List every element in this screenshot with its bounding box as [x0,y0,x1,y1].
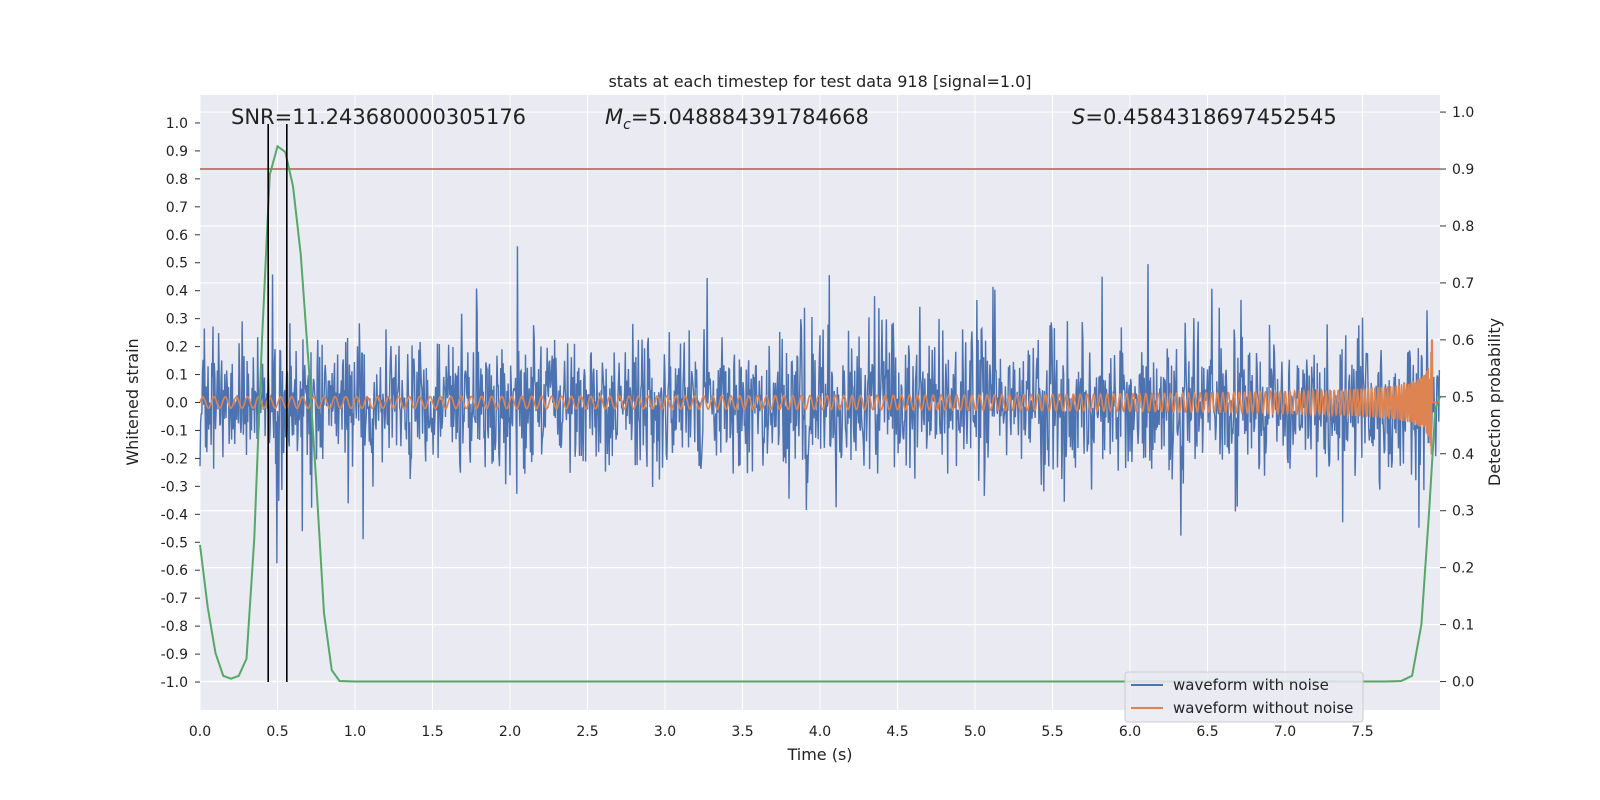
y-tick-label: 0.8 [166,172,188,188]
y-tick-label: -0.7 [161,591,188,607]
y-tick-label: 0.2 [166,340,188,356]
y2-tick-label: 0.4 [1452,447,1474,463]
y2-tick-labels: 1.0 0.9 0.8 0.7 0.6 0.5 0.4 0.3 0.2 0.1 0.0 [1440,105,1474,691]
x-tick-label: 0.5 [266,724,288,740]
y-tick-label: 0.4 [166,284,188,300]
legend-label-clean: waveform without noise [1173,699,1353,717]
x-tick-label: 6.5 [1196,724,1218,740]
chirp-mass-annotation: Mc=5.048884391784668 [605,105,869,133]
y2-tick-label: 0.7 [1452,276,1474,292]
y2-tick-label: 0.2 [1452,561,1474,577]
y2-tick-label: 0.5 [1452,390,1474,406]
y-tick-label: 0.1 [166,368,188,384]
y-tick-label: -0.4 [161,507,188,523]
clean-waveform-line [199,339,1440,455]
x-tick-label: 1.0 [344,724,366,740]
vertical-markers [267,124,288,683]
x-tick-labels: 0.0 0.5 1.0 1.5 2.0 2.5 3.0 3.5 4.0 4.5 5.0 5.5 6.0 6… [189,724,1374,740]
y2-tick-label: 0.3 [1452,504,1474,520]
x-tick-label: 7.5 [1351,724,1373,740]
series-waveform-with-noise [199,246,1441,564]
chirp-mass-value: =5.048884391784668 [631,105,869,129]
y-tick-label: -0.5 [161,535,188,551]
x-tick-label: 2.5 [576,724,598,740]
y2-tick-label: 0.8 [1452,219,1474,235]
y2-tick-label: 0.1 [1452,618,1474,634]
x-tick-label: 3.0 [654,724,676,740]
chirp-mass-symbol: M [605,105,623,129]
y-tick-label: -0.2 [161,451,188,467]
x-tick-label: 5.0 [964,724,986,740]
y-tick-label: -0.8 [161,619,188,635]
score-symbol: S [1072,105,1085,129]
x-tick-label: 4.0 [809,724,831,740]
y-tick-label: 0.6 [166,228,188,244]
y-tick-label: 0.3 [166,312,188,328]
series-waveform-without-noise [199,339,1440,455]
legend-label-noise: waveform with noise [1173,676,1329,694]
y2-tick-label: 0.9 [1452,162,1474,178]
x-axis-title: Time (s) [786,745,852,764]
chirp-mass-subscript: c [623,117,631,133]
score-value: =0.4584318697452545 [1085,105,1336,129]
series-detection-probability [199,144,1441,683]
y-tick-label: 0.0 [166,396,188,412]
legend: waveform with noise waveform without noi… [1124,671,1364,723]
y2-tick-label: 0.6 [1452,333,1474,349]
y2-tick-label: 1.0 [1452,105,1474,121]
x-tick-label: 4.5 [886,724,908,740]
y2-axis-title: Detection probability [1485,318,1504,486]
y-tick-label: -1.0 [161,675,188,691]
x-tick-label: 6.0 [1119,724,1141,740]
y-tick-label: -0.3 [161,479,188,495]
y-tick-label: -0.9 [161,647,188,663]
x-tick-label: 3.5 [731,724,753,740]
y-tick-label: 1.0 [166,116,188,132]
x-tick-label: 2.0 [499,724,521,740]
x-tick-label: 1.5 [421,724,443,740]
chart-title: stats at each timestep for test data 918… [608,72,1031,91]
score-annotation: S=0.4584318697452545 [1072,105,1337,129]
y-tick-label: 0.5 [166,256,188,272]
x-tick-label: 5.5 [1041,724,1063,740]
legend-box [1124,671,1364,723]
x-tick-label: 0.0 [189,724,211,740]
noise-waveform-line [199,246,1441,564]
y-tick-label: -0.6 [161,563,188,579]
y-tick-label: 0.9 [166,144,188,160]
y-tick-label: -0.1 [161,423,188,439]
snr-annotation: SNR=11.243680000305176 [231,105,526,129]
y2-tick-label: 0.0 [1452,675,1474,691]
y-axis-title: Whitened strain [123,338,142,465]
y-tick-labels: 1.0 0.9 0.8 0.7 0.6 0.5 0.4 0.3 0.2 0.1 0.0 -0.1 -0.… [161,116,200,691]
y-tick-label: 0.7 [166,200,188,216]
detection-probability-line [199,144,1441,683]
x-tick-label: 7.0 [1274,724,1296,740]
